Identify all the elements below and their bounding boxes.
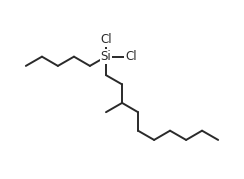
Text: Cl: Cl [100,33,112,46]
Text: Si: Si [101,50,111,63]
Text: Cl: Cl [125,50,137,63]
